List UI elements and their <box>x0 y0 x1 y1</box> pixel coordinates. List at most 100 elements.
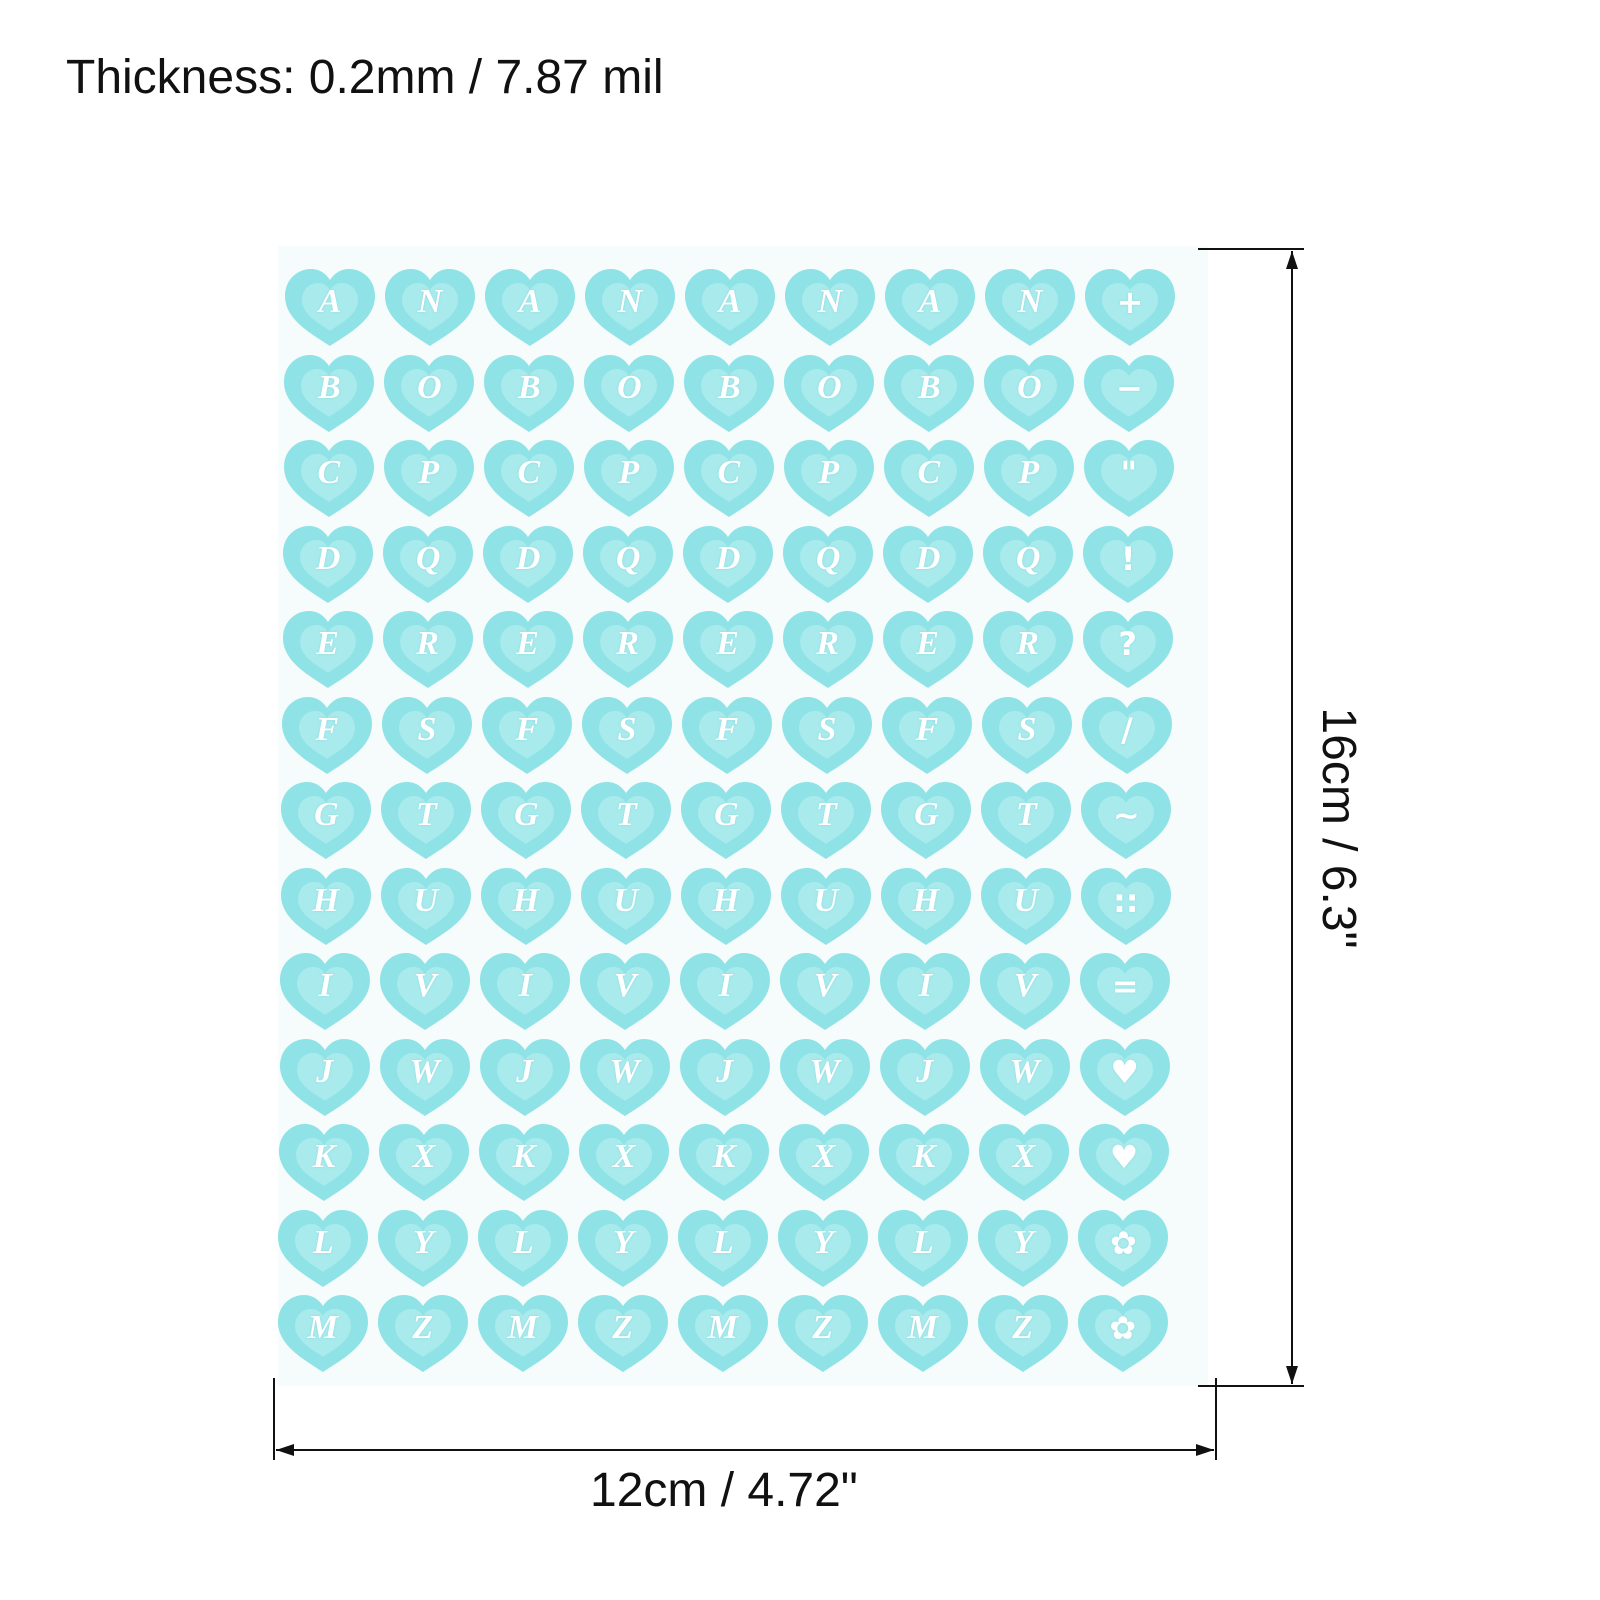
heart-sticker: U <box>378 865 474 947</box>
sticker-glyph: A <box>718 283 742 320</box>
sticker-glyph: H <box>712 881 740 919</box>
sticker-glyph: M <box>307 1309 338 1346</box>
heart-sticker: I <box>277 950 373 1032</box>
sticker-glyph: B <box>718 368 741 406</box>
heart-sticker: Z <box>375 1292 471 1374</box>
sticker-glyph: R <box>816 625 839 662</box>
heart-icon <box>577 1295 668 1372</box>
heart-icon <box>482 696 572 774</box>
heart-icon <box>1077 1295 1168 1372</box>
heart-sticker: M <box>875 1292 971 1374</box>
heart-icon <box>1079 1038 1170 1116</box>
heart-icon <box>985 269 1075 346</box>
heart-sticker: N <box>982 266 1078 348</box>
heart-icon <box>778 1209 869 1287</box>
heart-icon <box>682 696 772 774</box>
sticker-glyph: V <box>1013 967 1037 1004</box>
sticker-glyph: R <box>416 625 439 662</box>
heart-icon <box>982 696 1072 774</box>
sticker-glyph: K <box>312 1138 336 1175</box>
heart-sticker: + <box>1082 266 1178 348</box>
heart-sticker: ~ <box>1078 779 1174 861</box>
heart-icon <box>280 953 371 1030</box>
sticker-glyph: H <box>512 881 540 919</box>
sticker-glyph: O <box>617 368 642 406</box>
heart-icon <box>478 1209 569 1287</box>
heart-sticker: ✿ <box>1075 1292 1171 1374</box>
heart-icon <box>383 440 474 517</box>
sticker-glyph: O <box>1017 368 1042 406</box>
sticker-glyph: I <box>918 967 932 1004</box>
heart-icon <box>579 1038 670 1116</box>
sticker-glyph: A <box>318 283 342 320</box>
heart-sticker: H <box>678 865 774 947</box>
sticker-glyph: Y <box>813 1223 834 1261</box>
sticker-glyph: H <box>312 881 340 919</box>
heart-sticker: J <box>677 1036 773 1118</box>
heart-icon <box>583 525 674 603</box>
heart-sticker: Y <box>775 1207 871 1289</box>
heart-icon <box>1081 782 1172 859</box>
heart-sticker: L <box>675 1207 771 1289</box>
heart-icon <box>680 953 771 1030</box>
sticker-glyph: I <box>718 967 732 1004</box>
heart-sticker: F <box>479 694 575 776</box>
heart-sticker: K <box>476 1121 572 1203</box>
sticker-glyph: P <box>418 454 440 491</box>
heart-sticker: Q <box>580 523 676 605</box>
heart-sticker: H <box>878 865 974 947</box>
heart-icon <box>877 1295 968 1372</box>
sticker-glyph: F <box>315 710 339 748</box>
heart-sticker: U <box>778 865 874 947</box>
sticker-glyph: Y <box>413 1223 434 1261</box>
heart-sticker: T <box>778 779 874 861</box>
heart-icon <box>779 1038 870 1116</box>
sticker-glyph: / <box>1121 710 1133 749</box>
heart-sticker: I <box>877 950 973 1032</box>
sticker-glyph: Q <box>815 539 841 577</box>
heart-icon <box>881 782 972 859</box>
sticker-glyph: :: <box>1113 881 1139 920</box>
heart-sticker: Y <box>575 1207 671 1289</box>
heart-icon <box>1078 1209 1169 1287</box>
heart-sticker: A <box>882 266 978 348</box>
sticker-glyph: Y <box>1013 1223 1034 1261</box>
heart-icon <box>382 696 472 774</box>
sticker-glyph: B <box>318 368 341 406</box>
heart-sticker: K <box>876 1121 972 1203</box>
sticker-glyph: F <box>515 710 539 748</box>
sticker-glyph: W <box>809 1052 840 1090</box>
heart-sticker: " <box>1081 437 1177 519</box>
sticker-glyph: G <box>314 796 339 833</box>
heart-icon <box>781 782 872 859</box>
sticker-glyph: ? <box>1118 625 1137 663</box>
heart-icon <box>884 354 975 432</box>
heart-icon <box>679 1038 770 1116</box>
sticker-glyph: Q <box>615 539 641 577</box>
sticker-glyph: G <box>914 796 939 833</box>
sticker-glyph: Y <box>613 1223 634 1261</box>
heart-sticker: ♥ <box>1076 1121 1172 1203</box>
heart-sticker: M <box>275 1292 371 1374</box>
heart-icon <box>578 1209 669 1287</box>
heart-sticker: T <box>578 779 674 861</box>
heart-sticker: L <box>275 1207 371 1289</box>
heart-sticker: W <box>777 1036 873 1118</box>
heart-icon <box>883 525 974 603</box>
sticker-glyph: U <box>813 881 839 919</box>
sticker-glyph: Q <box>1015 539 1041 577</box>
heart-sticker: U <box>578 865 674 947</box>
heart-sticker: Y <box>375 1207 471 1289</box>
heart-sticker: V <box>577 950 673 1032</box>
sticker-glyph: F <box>715 710 739 748</box>
sticker-glyph: ~ <box>1112 796 1140 834</box>
heart-icon <box>580 867 671 945</box>
heart-sticker: N <box>382 266 478 348</box>
sticker-glyph: E <box>916 625 939 662</box>
heart-sticker: J <box>277 1036 373 1118</box>
heart-sticker: = <box>1077 950 1173 1032</box>
heart-sticker: M <box>475 1292 571 1374</box>
heart-sticker: D <box>480 523 576 605</box>
heart-icon <box>685 269 775 346</box>
heart-icon <box>283 440 374 517</box>
